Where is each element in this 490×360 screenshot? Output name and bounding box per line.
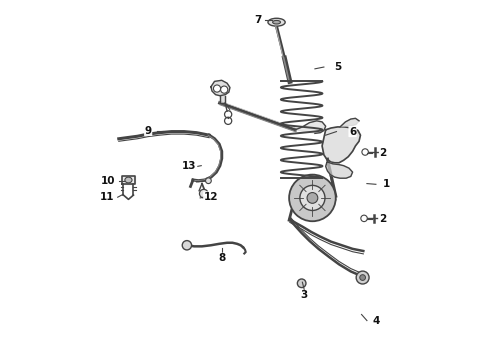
Circle shape [297,279,306,288]
Text: 4: 4 [372,316,380,325]
Polygon shape [295,121,326,134]
Text: 8: 8 [218,253,225,263]
Text: 13: 13 [182,161,196,171]
Polygon shape [220,96,225,103]
Ellipse shape [268,18,285,26]
Circle shape [199,189,208,198]
Polygon shape [340,118,359,127]
Circle shape [182,240,192,250]
Circle shape [220,86,228,93]
Text: 6: 6 [349,127,356,136]
Circle shape [289,175,336,221]
Polygon shape [326,162,353,178]
Text: 1: 1 [383,179,390,189]
Text: 2: 2 [379,215,387,224]
Circle shape [362,149,368,155]
Circle shape [360,275,366,280]
Polygon shape [211,80,230,96]
Text: 9: 9 [145,126,152,135]
Circle shape [214,85,220,92]
Polygon shape [322,127,361,163]
Circle shape [205,178,211,184]
Text: 11: 11 [99,192,114,202]
Polygon shape [122,176,135,184]
Ellipse shape [272,21,280,24]
Circle shape [361,215,368,222]
Ellipse shape [125,177,132,183]
Text: 3: 3 [300,291,308,301]
Text: 7: 7 [254,15,261,26]
Text: 10: 10 [101,176,115,186]
Circle shape [307,193,318,203]
Text: 5: 5 [335,62,342,72]
Circle shape [356,271,369,284]
Text: 2: 2 [379,148,387,158]
Circle shape [300,185,325,211]
Text: 12: 12 [204,192,218,202]
